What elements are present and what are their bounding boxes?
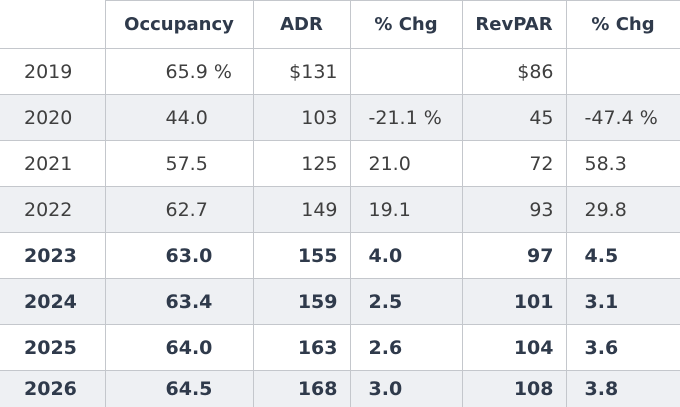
value-cell: $131 <box>252 48 351 95</box>
value-cell: 44.0 <box>104 94 254 141</box>
value-cell: 4.5 <box>565 232 680 279</box>
value-cell: 64.0 <box>104 324 254 371</box>
value-cell: 72 <box>461 140 567 187</box>
year-cell: 2025 <box>0 324 106 371</box>
value-cell: 63.0 <box>104 232 254 279</box>
value-cell: 63.4 <box>104 278 254 325</box>
value-cell: 62.7 <box>104 186 254 233</box>
header-blank <box>0 0 106 49</box>
value-cell: 168 <box>252 370 351 407</box>
value-cell: 58.3 <box>565 140 680 187</box>
value-cell: 3.8 <box>565 370 680 407</box>
value-cell: 3.6 <box>565 324 680 371</box>
value-cell: 4.0 <box>349 232 463 279</box>
value-cell: 19.1 <box>349 186 463 233</box>
value-cell: 101 <box>461 278 567 325</box>
value-cell <box>349 48 463 95</box>
value-cell: 125 <box>252 140 351 187</box>
year-cell: 2021 <box>0 140 106 187</box>
value-cell: 3.1 <box>565 278 680 325</box>
table-row: 2024 63.4 159 2.5 101 3.1 <box>0 278 680 325</box>
year-cell: 2019 <box>0 48 106 95</box>
value-cell: 155 <box>252 232 351 279</box>
table-row: 2021 57.5 125 21.0 72 58.3 <box>0 140 680 187</box>
value-cell: -47.4 % <box>565 94 680 141</box>
value-cell <box>565 48 680 95</box>
value-cell: 93 <box>461 186 567 233</box>
value-cell: -21.1 % <box>349 94 463 141</box>
year-cell: 2023 <box>0 232 106 279</box>
value-cell: 149 <box>252 186 351 233</box>
header-row: Occupancy ADR% Chg RevPAR% Chg <box>0 0 680 49</box>
value-cell: 163 <box>252 324 351 371</box>
table-row: 2025 64.0 163 2.6 104 3.6 <box>0 324 680 371</box>
value-cell: 3.0 <box>349 370 463 407</box>
value-cell: 2.6 <box>349 324 463 371</box>
column-header: % Chg <box>565 0 680 49</box>
value-cell: 2.5 <box>349 278 463 325</box>
value-cell: 45 <box>461 94 567 141</box>
value-cell: 108 <box>461 370 567 407</box>
table-body: 2019 65.9 % $131 $86 2020 44.0 103 -21.1 % 45 -47… <box>0 48 680 407</box>
column-header: Occupancy <box>104 0 254 49</box>
value-cell: 21.0 <box>349 140 463 187</box>
value-cell: 97 <box>461 232 567 279</box>
year-cell: 2024 <box>0 278 106 325</box>
value-cell: 29.8 <box>565 186 680 233</box>
table-row: 2020 44.0 103 -21.1 % 45 -47.4 % <box>0 94 680 141</box>
value-cell: 57.5 <box>104 140 254 187</box>
value-cell: 104 <box>461 324 567 371</box>
column-header: % Chg <box>349 0 463 49</box>
table-row: 2019 65.9 % $131 $86 <box>0 48 680 95</box>
value-cell: 64.5 <box>104 370 254 407</box>
table-row: 2022 62.7 149 19.1 93 29.8 <box>0 186 680 233</box>
value-cell: 103 <box>252 94 351 141</box>
column-header: RevPAR <box>461 0 567 49</box>
value-cell: 65.9 % <box>104 48 254 95</box>
value-cell: $86 <box>461 48 567 95</box>
value-cell: 159 <box>252 278 351 325</box>
table-row: 2026 64.5 168 3.0 108 3.8 <box>0 370 680 407</box>
column-header: ADR <box>252 0 351 49</box>
year-cell: 2026 <box>0 370 106 407</box>
year-cell: 2020 <box>0 94 106 141</box>
table-row: 2023 63.0 155 4.0 97 4.5 <box>0 232 680 279</box>
year-cell: 2022 <box>0 186 106 233</box>
